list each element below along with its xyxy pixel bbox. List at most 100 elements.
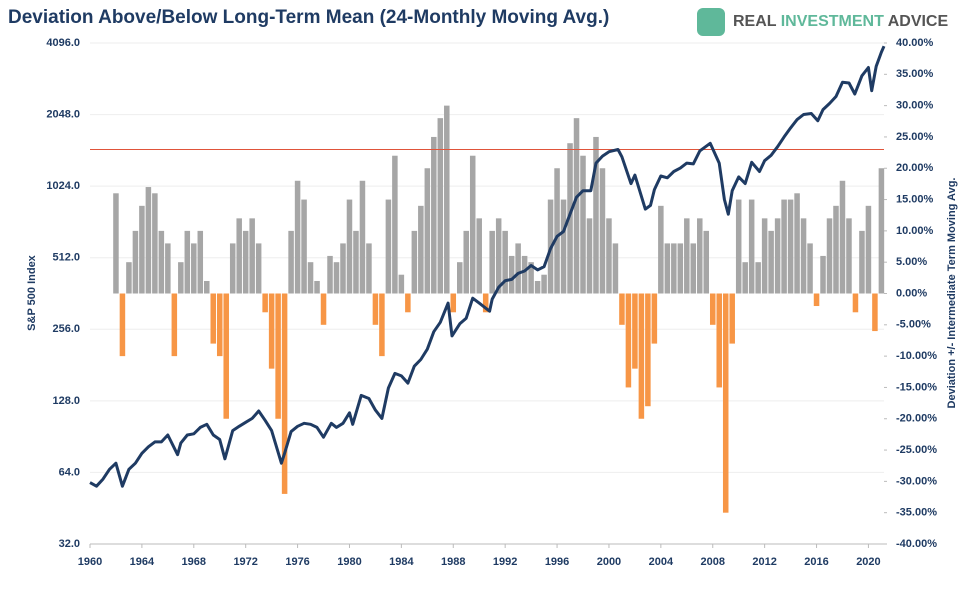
- deviation-bar: [281, 293, 288, 494]
- deviation-bar: [431, 136, 437, 294]
- deviation-bar: [651, 293, 658, 344]
- deviation-bar: [722, 293, 729, 513]
- deviation-bar: [437, 118, 444, 294]
- deviation-bar: [229, 243, 236, 294]
- deviation-bar: [249, 218, 255, 294]
- deviation-bar: [690, 243, 697, 294]
- deviation-bar: [340, 243, 346, 294]
- y-tick-label: 128.0: [52, 395, 80, 407]
- deviation-bar: [586, 218, 593, 294]
- deviation-bar: [307, 262, 314, 294]
- deviation-bar: [625, 293, 632, 388]
- y2-tick-label: -5.00%: [896, 319, 931, 331]
- deviation-bar: [560, 199, 567, 294]
- deviation-bar: [534, 280, 541, 294]
- y-axis-label: S&P 500 Index: [26, 254, 38, 330]
- deviation-bar: [353, 230, 359, 294]
- deviation-bar: [684, 218, 690, 294]
- deviation-bar: [152, 193, 158, 294]
- deviation-bar: [294, 180, 301, 294]
- deviation-bar: [580, 155, 586, 294]
- deviation-bar: [178, 262, 184, 294]
- deviation-bar: [191, 243, 197, 294]
- deviation-bar: [165, 243, 171, 294]
- y2-tick-label: -30.00%: [896, 475, 937, 487]
- deviation-bar: [619, 293, 625, 325]
- deviation-bar: [385, 199, 392, 294]
- deviation-bar: [495, 218, 502, 294]
- deviation-bar: [612, 243, 619, 294]
- deviation-bar: [593, 136, 599, 294]
- deviation-bar: [327, 255, 333, 294]
- deviation-bar: [748, 199, 755, 294]
- y2-tick-label: -15.00%: [896, 381, 937, 393]
- deviation-bar: [878, 168, 885, 294]
- x-tick-label: 1988: [441, 556, 465, 568]
- y-tick-label: 1024.0: [46, 180, 80, 192]
- y-tick-label: 256.0: [52, 323, 80, 335]
- y2-tick-label: -35.00%: [896, 507, 937, 519]
- y2-tick-label: 20.00%: [896, 162, 934, 174]
- deviation-bar: [664, 243, 671, 294]
- deviation-bar: [755, 262, 761, 294]
- deviation-bar: [638, 293, 645, 419]
- deviation-bar: [366, 243, 372, 294]
- deviation-bar: [768, 230, 774, 294]
- deviation-bar: [872, 293, 878, 332]
- deviation-bar: [794, 193, 800, 294]
- deviation-bar: [632, 293, 638, 369]
- y2-tick-label: 40.00%: [896, 37, 934, 49]
- deviation-bar: [839, 180, 846, 294]
- deviation-bar: [268, 293, 275, 369]
- deviation-bar: [781, 199, 787, 294]
- deviation-bar: [372, 293, 379, 325]
- y2-tick-label: 10.00%: [896, 225, 934, 237]
- deviation-bar: [469, 155, 476, 294]
- deviation-bar: [502, 230, 508, 294]
- deviation-bar: [424, 168, 431, 294]
- deviation-bar: [826, 218, 833, 294]
- deviation-bar: [489, 230, 495, 294]
- deviation-bar: [333, 262, 340, 294]
- y2-tick-label: 25.00%: [896, 131, 934, 143]
- x-tick-label: 1968: [182, 556, 206, 568]
- x-tick-label: 2020: [856, 556, 880, 568]
- deviation-bar: [865, 205, 872, 294]
- deviation-bar: [709, 293, 716, 325]
- deviation-bar: [444, 105, 450, 294]
- deviation-bar: [800, 218, 807, 294]
- x-tick-label: 1960: [78, 556, 102, 568]
- deviation-bar: [787, 199, 794, 294]
- deviation-bar: [846, 218, 852, 294]
- deviation-bar: [418, 205, 424, 294]
- deviation-bar: [184, 230, 191, 294]
- deviation-bar: [807, 243, 813, 294]
- deviation-bar: [508, 255, 515, 294]
- x-tick-label: 1996: [545, 556, 569, 568]
- deviation-bar: [126, 262, 132, 294]
- y2-tick-label: 30.00%: [896, 100, 934, 112]
- deviation-bar: [275, 293, 281, 419]
- deviation-bar: [852, 293, 859, 313]
- y-tick-label: 64.0: [59, 466, 80, 478]
- deviation-bar: [521, 255, 528, 294]
- x-tick-label: 2000: [597, 556, 621, 568]
- y-tick-label: 512.0: [52, 252, 80, 264]
- deviation-bar: [697, 218, 703, 294]
- x-tick-label: 1992: [493, 556, 517, 568]
- index-line: [89, 45, 886, 488]
- deviation-bar: [671, 243, 677, 294]
- deviation-bar: [255, 243, 262, 294]
- deviation-bar: [813, 293, 820, 307]
- deviation-bar: [223, 293, 229, 419]
- deviation-bar: [346, 199, 353, 294]
- deviation-bar: [359, 180, 366, 294]
- deviation-bar: [411, 230, 418, 294]
- y2-axis-label: Deviation +/- Intermediate Term Moving A…: [946, 178, 958, 409]
- deviation-bar: [158, 230, 165, 294]
- y-tick-label: 2048.0: [46, 108, 80, 120]
- deviation-bar: [392, 155, 398, 294]
- x-tick-label: 1984: [389, 556, 414, 568]
- deviation-bar: [171, 293, 178, 357]
